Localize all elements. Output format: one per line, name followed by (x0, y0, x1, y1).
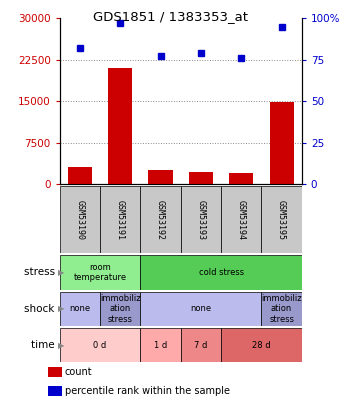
Text: 0 d: 0 d (93, 341, 107, 350)
Bar (100, 292, 140, 326)
Bar (60, 328, 140, 362)
Text: shock: shock (24, 304, 58, 314)
Bar (100, 186, 140, 253)
Text: cold stress: cold stress (198, 268, 243, 277)
Text: 28 d: 28 d (252, 341, 271, 350)
Text: immobiliz
ation
stress: immobiliz ation stress (100, 294, 140, 324)
Bar (221, 328, 302, 362)
Text: GSM53190: GSM53190 (75, 200, 84, 240)
Text: stress: stress (24, 267, 58, 277)
Text: room
temperature: room temperature (73, 263, 127, 282)
Bar (140, 328, 181, 362)
Bar (148, 171, 173, 184)
Text: GSM53192: GSM53192 (156, 200, 165, 240)
Bar (60, 255, 140, 290)
Bar (229, 173, 253, 184)
Bar (48, 386, 62, 396)
Text: ▶: ▶ (58, 341, 64, 350)
Bar (60, 186, 100, 253)
Text: 7 d: 7 d (194, 341, 208, 350)
Bar (221, 186, 262, 253)
Text: GSM53195: GSM53195 (277, 200, 286, 240)
Bar (181, 186, 221, 253)
Bar (181, 328, 221, 362)
Text: percentile rank within the sample: percentile rank within the sample (65, 386, 229, 396)
Bar (60, 292, 100, 326)
Text: GSM53194: GSM53194 (237, 200, 246, 240)
Bar (269, 102, 294, 184)
Text: ▶: ▶ (58, 304, 64, 313)
Text: GDS1851 / 1383353_at: GDS1851 / 1383353_at (93, 10, 248, 23)
Bar (140, 255, 302, 290)
Text: ▶: ▶ (58, 268, 64, 277)
Bar (262, 186, 302, 253)
Bar (189, 172, 213, 184)
Bar (140, 292, 262, 326)
Text: immobiliz
ation
stress: immobiliz ation stress (261, 294, 302, 324)
Bar (108, 68, 132, 184)
Text: GSM53193: GSM53193 (196, 200, 205, 240)
Text: count: count (65, 367, 92, 377)
Bar (68, 166, 92, 184)
Bar (140, 186, 181, 253)
Bar (262, 292, 302, 326)
Bar (48, 367, 62, 377)
Text: time: time (31, 340, 58, 350)
Text: 1 d: 1 d (154, 341, 167, 350)
Text: GSM53191: GSM53191 (116, 200, 125, 240)
Text: none: none (69, 304, 90, 313)
Text: none: none (190, 304, 211, 313)
